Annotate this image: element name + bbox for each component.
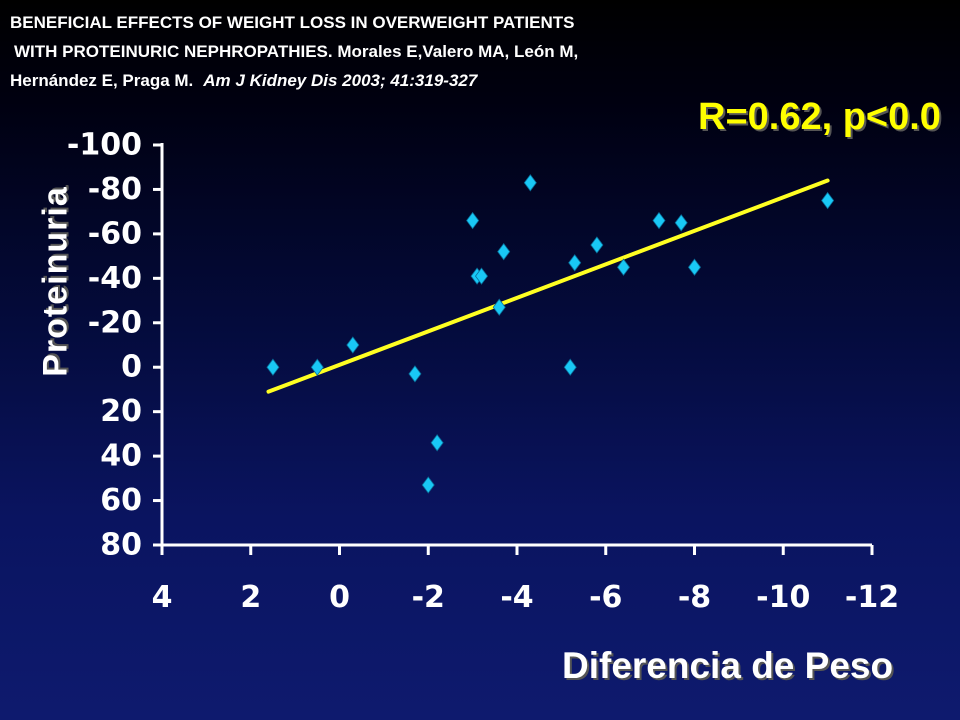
citation-journal: Am J Kidney Dis 2003; 41:319-327 [203,71,478,90]
y-tick-label: -80 [88,172,142,207]
data-point [421,476,435,494]
y-tick-label: 0 [121,350,142,385]
data-point [821,191,835,210]
data-point [497,243,511,261]
citation-line-2: WITH PROTEINURIC NEPHROPATHIES. Morales … [14,42,579,61]
y-tick-label: 80 [100,528,142,563]
y-tick-label: -100 [67,128,142,163]
correlation-stat: R=0.62, p<0.0 [698,96,941,138]
x-tick-label: 2 [240,580,261,615]
axes [153,143,874,555]
regression-line [266,178,830,394]
data-point [652,211,666,230]
x-tick-label: -10 [756,580,810,615]
data-point [568,254,582,272]
data-point [430,434,444,452]
y-tick-label: -60 [88,216,142,251]
citation-authors: Hernández E, Praga M. [10,71,194,90]
data-point [688,258,701,276]
x-tick-label: -6 [589,580,622,615]
x-tick-label: -4 [500,580,533,615]
y-tick-label: 40 [100,439,142,474]
x-tick-label: 4 [152,580,173,615]
data-point [492,298,506,316]
x-tick-label: -12 [845,580,899,615]
fit-line-layer [266,178,830,394]
data-point [590,236,604,254]
y-tick-label: 20 [100,394,142,429]
citation-block: BENEFICIAL EFFECTS OF WEIGHT LOSS IN OVE… [10,8,578,95]
x-axis-label: Diferencia de Peso [562,645,894,686]
citation-line-1: BENEFICIAL EFFECTS OF WEIGHT LOSS IN OVE… [10,13,575,32]
citation-line-3: Hernández E, Praga M. Am J Kidney Dis 200… [10,66,578,95]
data-point [563,358,577,376]
data-point [475,267,488,285]
data-point [310,358,324,376]
data-point [674,214,688,232]
x-tick-label: -8 [678,580,711,615]
data-point [346,336,360,354]
x-tick-label: 0 [329,580,350,615]
data-points [266,174,835,494]
data-point [617,258,630,276]
data-point [523,174,537,192]
y-tick-label: 60 [100,483,142,518]
x-tick-label: -2 [412,580,445,615]
y-tick-label: -40 [88,261,142,296]
data-point [266,358,280,376]
data-point [408,365,422,383]
y-tick-label: -20 [88,305,142,340]
data-point [466,211,480,230]
